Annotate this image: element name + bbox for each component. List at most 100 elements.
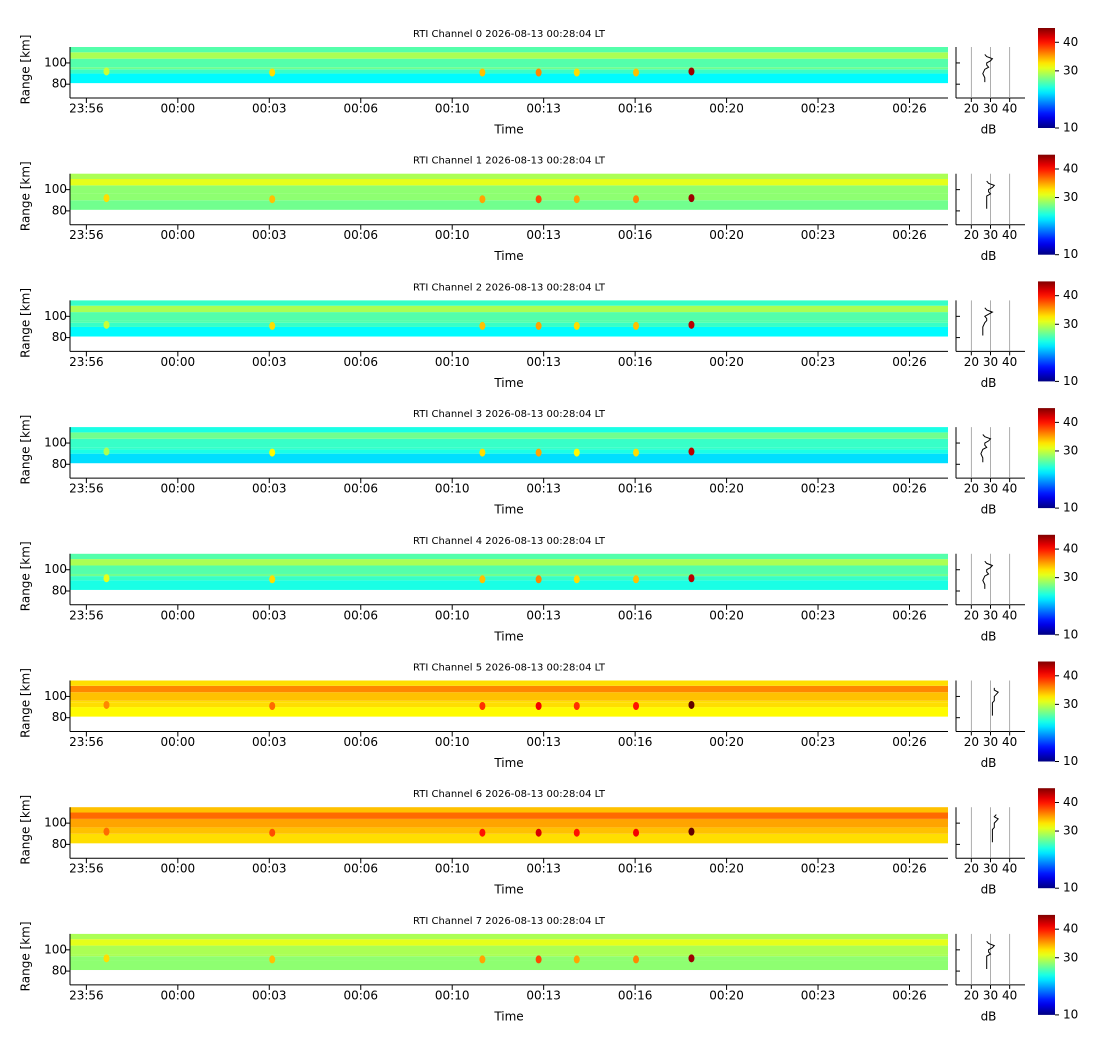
echo <box>103 827 110 836</box>
colorbar-tick-label: 30 <box>1063 443 1078 457</box>
colorbar-tick-label: 40 <box>1063 795 1078 809</box>
x-tick-label: 00:10 <box>435 355 470 369</box>
colorbar-tick-label: 40 <box>1063 415 1078 429</box>
heatmap-row <box>70 67 948 70</box>
colorbar-tick-label: 40 <box>1063 35 1078 49</box>
echo <box>479 702 486 710</box>
x-tick-label: 00:00 <box>161 228 196 242</box>
profile-x-tick-label: 20 <box>964 608 979 622</box>
x-tick-label: 00:13 <box>526 355 561 369</box>
x-tick-label: 00:03 <box>252 988 287 1002</box>
x-tick-label: 00:06 <box>343 228 378 242</box>
profile-x-tick-label: 30 <box>983 355 998 369</box>
echo <box>479 448 486 457</box>
x-axis-label: Time <box>493 503 523 517</box>
x-tick-label: 00:00 <box>161 102 196 116</box>
echo <box>688 574 695 583</box>
colorbar-tick-label: 40 <box>1063 542 1078 556</box>
x-tick-label: 00:20 <box>709 862 744 876</box>
x-tick-label: 00:23 <box>801 482 836 496</box>
profile-x-tick-label: 20 <box>964 862 979 876</box>
x-tick-label: 00:06 <box>343 862 378 876</box>
x-tick-label: 00:20 <box>709 355 744 369</box>
echo <box>103 67 110 76</box>
x-tick-label: 00:26 <box>892 228 927 242</box>
x-tick-label: 00:23 <box>801 355 836 369</box>
x-tick-label: 00:03 <box>252 482 287 496</box>
chart-title: RTI Channel 5 2026-08-13 00:28:04 LT <box>413 663 606 674</box>
y-axis-label: Range [km] <box>19 668 33 738</box>
chart-title: RTI Channel 4 2026-08-13 00:28:04 LT <box>413 536 606 547</box>
x-tick-label: 00:00 <box>161 988 196 1002</box>
y-axis-label: Range [km] <box>19 921 33 991</box>
heatmap-row <box>70 707 948 717</box>
heatmap-row <box>70 702 948 708</box>
x-tick-label: 00:10 <box>435 608 470 622</box>
heatmap-row <box>70 69 948 74</box>
profile-line <box>986 180 996 209</box>
x-tick-label: 00:23 <box>801 988 836 1002</box>
profile-line <box>980 434 992 463</box>
x-tick-label: 00:03 <box>252 735 287 749</box>
echo <box>535 195 542 204</box>
profile-x-label: dB <box>981 756 997 770</box>
profile-x-label: dB <box>981 376 997 390</box>
x-tick-label: 00:06 <box>343 988 378 1002</box>
heatmap-row <box>70 432 948 439</box>
x-axis-label: Time <box>493 376 523 390</box>
x-tick-label: 00:16 <box>618 228 653 242</box>
y-tick-label: 100 <box>44 55 67 69</box>
x-tick-label: 00:20 <box>709 102 744 116</box>
y-tick-label: 80 <box>52 77 67 91</box>
echo <box>573 448 580 457</box>
y-axis-label: Range [km] <box>19 541 33 611</box>
heatmap-row <box>70 58 948 68</box>
x-tick-label: 00:23 <box>801 102 836 116</box>
x-tick-label: 00:23 <box>801 735 836 749</box>
colorbar-tick-label: 30 <box>1063 824 1078 838</box>
echo <box>479 68 486 77</box>
x-tick-label: 00:03 <box>252 228 287 242</box>
profile-x-tick-label: 40 <box>1002 988 1017 1002</box>
echo <box>573 68 580 77</box>
x-tick-label: 00:20 <box>709 988 744 1002</box>
heatmap-row <box>70 438 948 448</box>
heatmap-row <box>70 945 948 955</box>
x-axis-label: Time <box>493 629 523 643</box>
y-tick-label: 100 <box>44 689 67 703</box>
x-tick-label: 00:16 <box>618 735 653 749</box>
profile-x-tick-label: 40 <box>1002 355 1017 369</box>
echo <box>688 700 695 709</box>
profile-x-tick-label: 40 <box>1002 862 1017 876</box>
echo <box>573 575 580 584</box>
heatmap-row <box>70 320 948 323</box>
y-tick-label: 100 <box>44 816 67 830</box>
chart-title: RTI Channel 0 2026-08-13 00:28:04 LT <box>413 29 606 40</box>
heatmap-row <box>70 179 948 186</box>
profile-line <box>982 560 994 589</box>
echo <box>479 321 486 330</box>
x-tick-label: 23:56 <box>69 608 104 622</box>
chart-title: RTI Channel 3 2026-08-13 00:28:04 LT <box>413 409 606 420</box>
x-tick-label: 00:16 <box>618 862 653 876</box>
echo <box>573 321 580 330</box>
x-axis-label: Time <box>493 1009 523 1023</box>
x-tick-label: 23:56 <box>69 862 104 876</box>
echo <box>535 448 542 457</box>
x-tick-label: 00:00 <box>161 355 196 369</box>
x-tick-label: 00:03 <box>252 608 287 622</box>
profile-x-label: dB <box>981 883 997 897</box>
x-tick-label: 00:00 <box>161 482 196 496</box>
profile-x-tick-label: 30 <box>983 228 998 242</box>
profile-line <box>982 307 994 336</box>
echo <box>535 702 542 710</box>
colorbar-tick-label: 30 <box>1063 570 1078 584</box>
x-tick-label: 00:26 <box>892 102 927 116</box>
y-tick-label: 100 <box>44 436 67 450</box>
echo <box>573 828 580 837</box>
echo <box>269 575 276 584</box>
profile-x-tick-label: 40 <box>1002 608 1017 622</box>
profile-x-tick-label: 30 <box>983 102 998 116</box>
heatmap-row <box>70 427 948 433</box>
profile-x-label: dB <box>981 503 997 517</box>
